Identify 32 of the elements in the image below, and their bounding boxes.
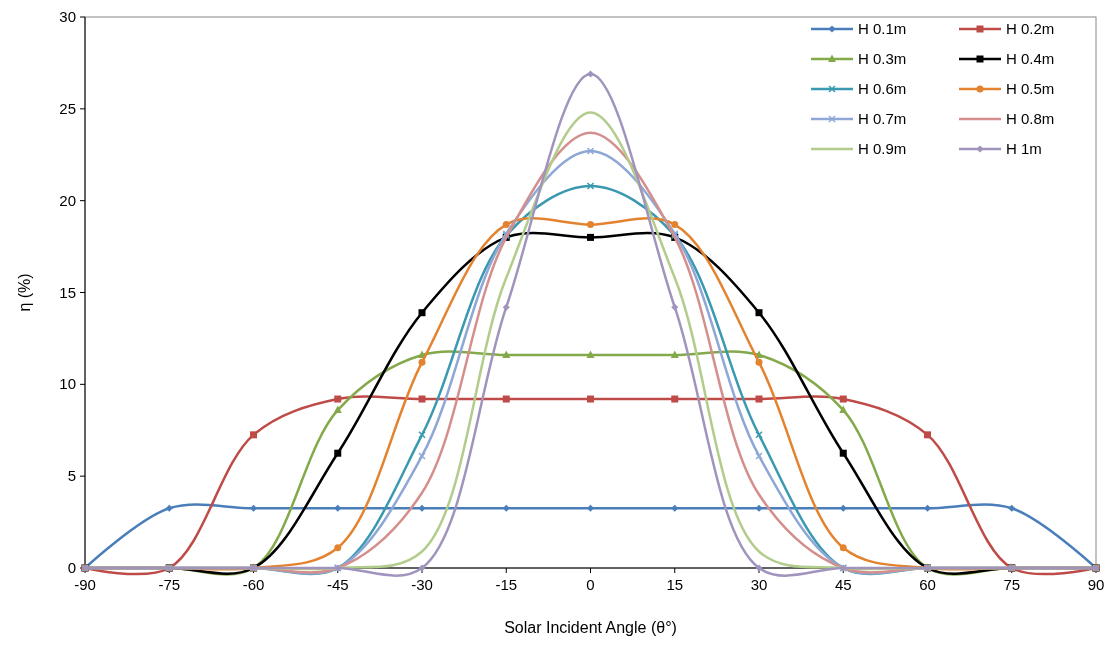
x-tick-label: 45 <box>834 576 852 593</box>
x-tick-label: -90 <box>74 576 96 593</box>
legend-label: H 0.8m <box>1006 110 1055 127</box>
legend-label: H 0.9m <box>858 140 907 157</box>
x-tick-label: 0 <box>586 576 595 593</box>
legend-label: H 1m <box>1006 140 1042 157</box>
y-tick-label: 0 <box>67 559 76 576</box>
x-axis-title: Solar Incident Angle (θ°) <box>504 619 677 636</box>
x-tick-label: 30 <box>750 576 768 593</box>
y-tick-label: 15 <box>59 283 76 301</box>
x-tick-label: -30 <box>411 576 433 593</box>
y-tick-label: 5 <box>67 467 76 485</box>
x-tick-label: 15 <box>666 576 684 593</box>
y-tick-label: 25 <box>59 99 76 117</box>
legend-label: H 0.3m <box>858 50 907 67</box>
y-axis-title: η (%) <box>16 273 33 312</box>
x-tick-label: -45 <box>326 576 349 593</box>
x-tick-label: 90 <box>1087 576 1105 593</box>
legend-label: H 0.2m <box>1006 20 1055 37</box>
y-tick-label: 10 <box>59 375 76 393</box>
legend-label: H 0.6m <box>858 80 907 97</box>
legend-label: H 0.4m <box>1006 50 1055 67</box>
legend-label: H 0.5m <box>1006 80 1055 97</box>
x-tick-label: 60 <box>919 576 936 593</box>
y-tick-label: 20 <box>59 191 76 209</box>
legend-label: H 0.7m <box>858 110 907 127</box>
x-tick-label: -15 <box>495 576 518 593</box>
x-tick-label: -60 <box>242 576 265 593</box>
x-tick-label: -75 <box>158 576 181 593</box>
legend-label: H 0.1m <box>858 20 907 37</box>
y-tick-label: 30 <box>59 8 76 25</box>
x-tick-label: 75 <box>1003 576 1021 593</box>
